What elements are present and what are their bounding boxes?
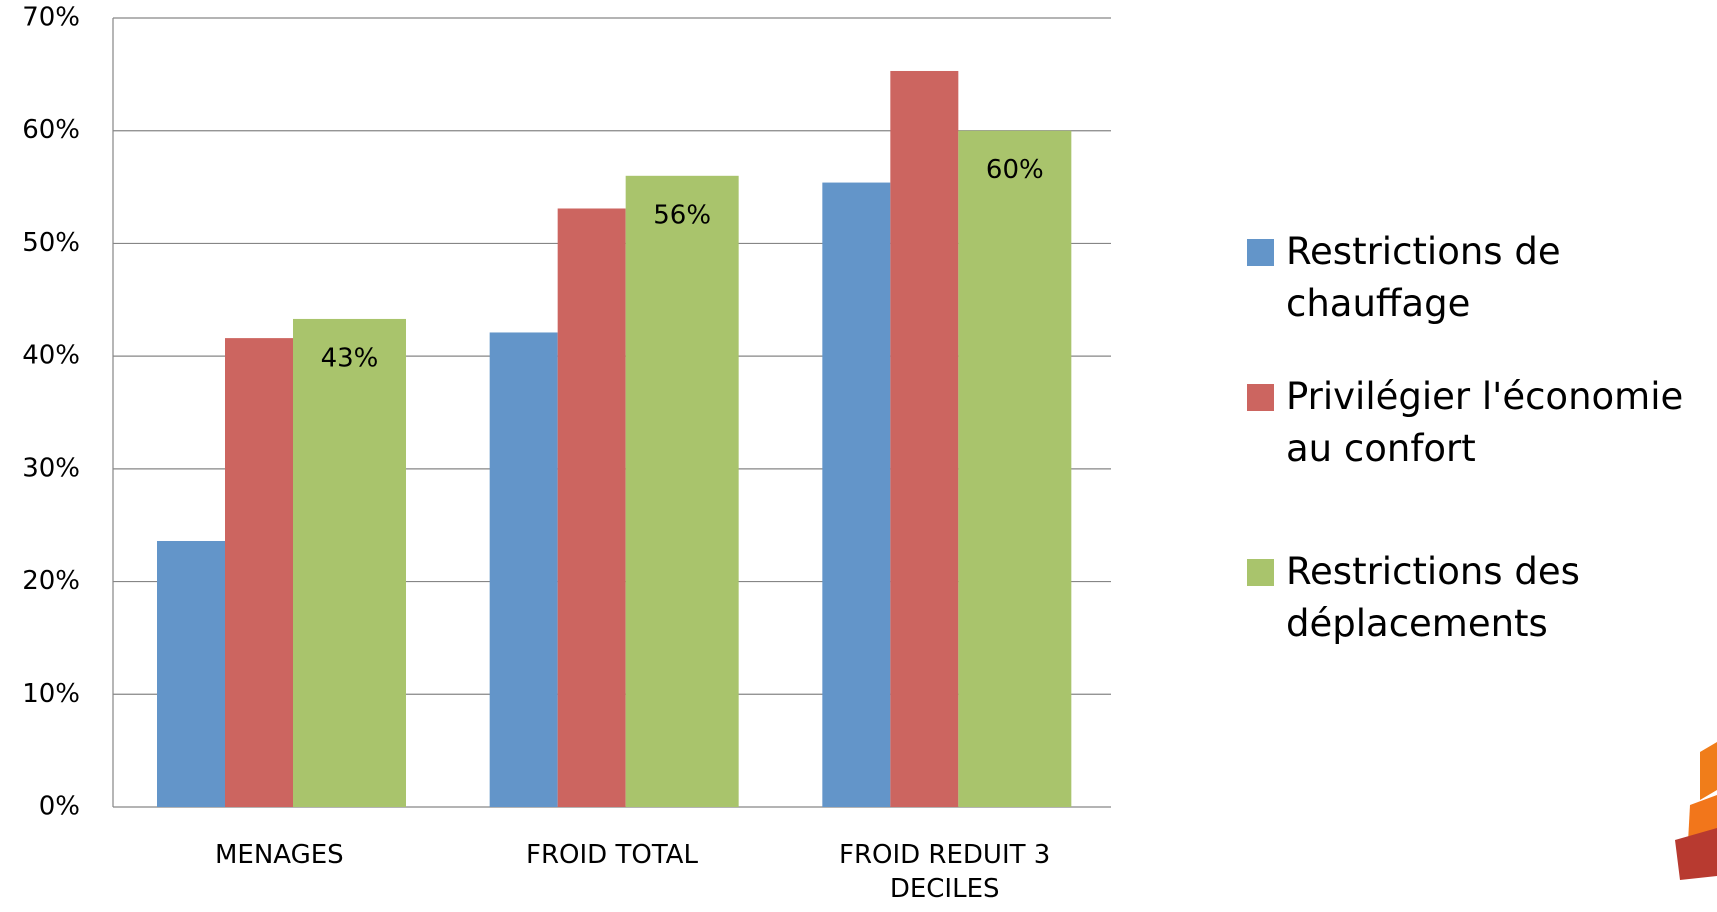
legend-label: Restrictions de chauffage: [1286, 230, 1561, 325]
data-label: 60%: [986, 155, 1044, 185]
legend-swatch: [1247, 384, 1274, 411]
x-tick-label: MENAGES: [214, 840, 344, 870]
legend-swatch: [1247, 559, 1274, 586]
bar: [489, 332, 558, 807]
legend-label: Privilégier l'économie au confort: [1286, 375, 1684, 470]
y-tick-label: 40%: [22, 341, 80, 371]
bar: [958, 130, 1072, 807]
y-tick-label: 10%: [22, 679, 80, 709]
y-tick-label: 60%: [22, 115, 80, 145]
y-tick-label: 30%: [22, 453, 80, 483]
data-label: 56%: [653, 200, 711, 230]
bar: [557, 208, 626, 808]
bar: [157, 540, 225, 807]
bar: [822, 182, 891, 807]
logo: [1675, 742, 1717, 880]
x-tick-label: FROID TOTAL: [526, 840, 698, 870]
bar: [890, 70, 959, 808]
y-tick-label: 0%: [39, 792, 80, 822]
x-tick-label: FROID REDUIT 3 DECILES: [838, 840, 1051, 904]
legend-swatch: [1247, 239, 1274, 266]
y-tick-label: 20%: [22, 566, 80, 596]
data-label: 43%: [321, 343, 379, 373]
bar: [293, 318, 406, 807]
y-tick-label: 50%: [22, 228, 80, 258]
bar: [625, 175, 739, 808]
legend-label: Restrictions des déplacements: [1286, 550, 1580, 645]
bar: [225, 338, 293, 807]
y-tick-label: 70%: [22, 3, 80, 33]
